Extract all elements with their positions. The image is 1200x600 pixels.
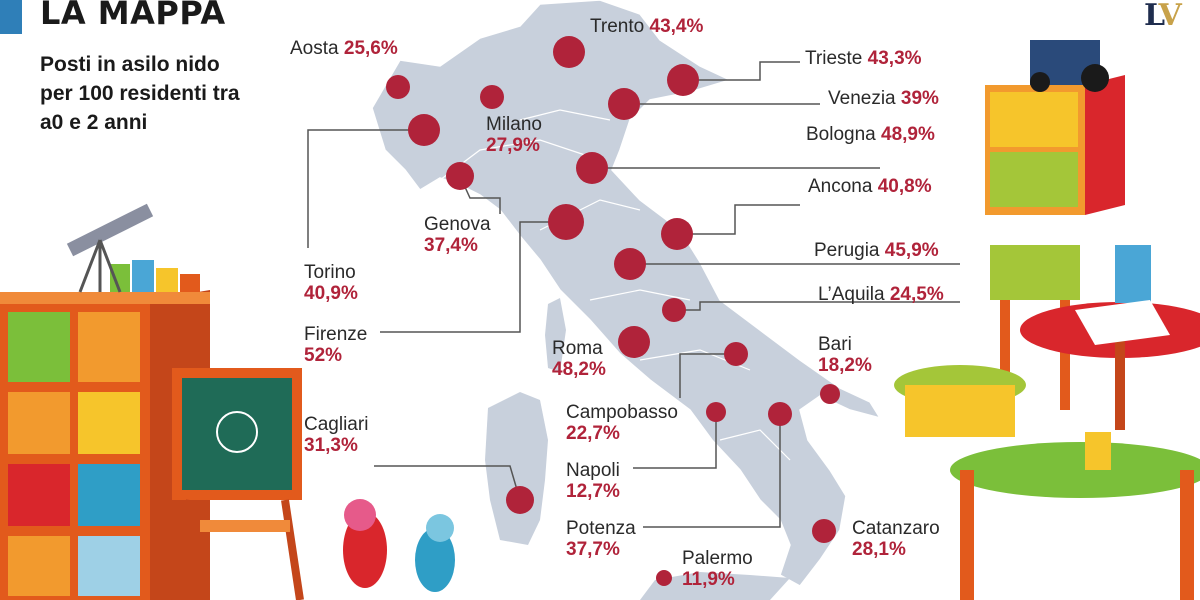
- label-catanzaro: Catanzaro 28,1%: [852, 518, 940, 560]
- city-dots: [386, 36, 840, 586]
- sardinia-shape: [485, 392, 548, 545]
- label-milano: Milano 27,9%: [486, 114, 542, 156]
- publisher-logo: LV: [1144, 0, 1182, 33]
- label-potenza: Potenza 37,7%: [566, 518, 636, 560]
- label-campobasso: Campobasso 22,7%: [566, 402, 678, 444]
- label-trieste: Trieste 43,3%: [805, 48, 922, 69]
- label-trento: Trento 43,4%: [590, 16, 704, 37]
- dot-bologna: [576, 152, 608, 184]
- dot-venezia: [608, 88, 640, 120]
- dot-aosta: [386, 75, 410, 99]
- dot-laquila: [662, 298, 686, 322]
- dot-potenza: [768, 402, 792, 426]
- label-cagliari: Cagliari 31,3%: [304, 414, 369, 456]
- chalkboard-illustration: [171, 368, 304, 600]
- label-firenze: Firenze 52%: [304, 324, 368, 366]
- page-title: LA MAPPA: [40, 0, 226, 32]
- label-torino: Torino 40,9%: [304, 262, 358, 304]
- ottoman-illustration: [894, 365, 1026, 437]
- page-subtitle: Posti in asilo nido per 100 residenti tr…: [40, 53, 240, 134]
- dot-napoli: [706, 402, 726, 422]
- label-bari: Bari 18,2%: [818, 334, 872, 376]
- chair-illustration: [990, 245, 1080, 410]
- label-ancona: Ancona 40,8%: [808, 176, 932, 197]
- dot-bari: [820, 384, 840, 404]
- dot-trento: [553, 36, 585, 68]
- dragon-toys-illustration: [343, 499, 455, 592]
- corsica-shape: [545, 298, 566, 372]
- dot-ancona: [661, 218, 693, 250]
- green-table-illustration: [950, 432, 1200, 600]
- drawer-cabinet-illustration: [985, 40, 1125, 215]
- dot-perugia: [614, 248, 646, 280]
- title-accent-bar: [0, 0, 22, 34]
- round-table-illustration: [1020, 245, 1200, 430]
- label-perugia: Perugia 45,9%: [814, 240, 939, 261]
- label-bologna: Bologna 48,9%: [806, 124, 935, 145]
- dot-firenze: [548, 204, 584, 240]
- label-laquila: L’Aquila 24,5%: [818, 284, 944, 305]
- label-venezia: Venezia 39%: [828, 88, 939, 109]
- sicily-shape: [640, 572, 790, 600]
- dot-catanzaro: [812, 519, 836, 543]
- dot-palermo: [656, 570, 672, 586]
- label-aosta: Aosta 25,6%: [290, 38, 398, 59]
- dot-trieste: [667, 64, 699, 96]
- dot-roma: [618, 326, 650, 358]
- dot-genova: [446, 162, 474, 190]
- label-napoli: Napoli 12,7%: [566, 460, 620, 502]
- dot-torino: [408, 114, 440, 146]
- label-genova: Genova 37,4%: [424, 214, 491, 256]
- dot-milano: [480, 85, 504, 109]
- label-roma: Roma 48,2%: [552, 338, 606, 380]
- dot-campobasso: [724, 342, 748, 366]
- label-palermo: Palermo 11,9%: [682, 548, 753, 590]
- dot-cagliari: [506, 486, 534, 514]
